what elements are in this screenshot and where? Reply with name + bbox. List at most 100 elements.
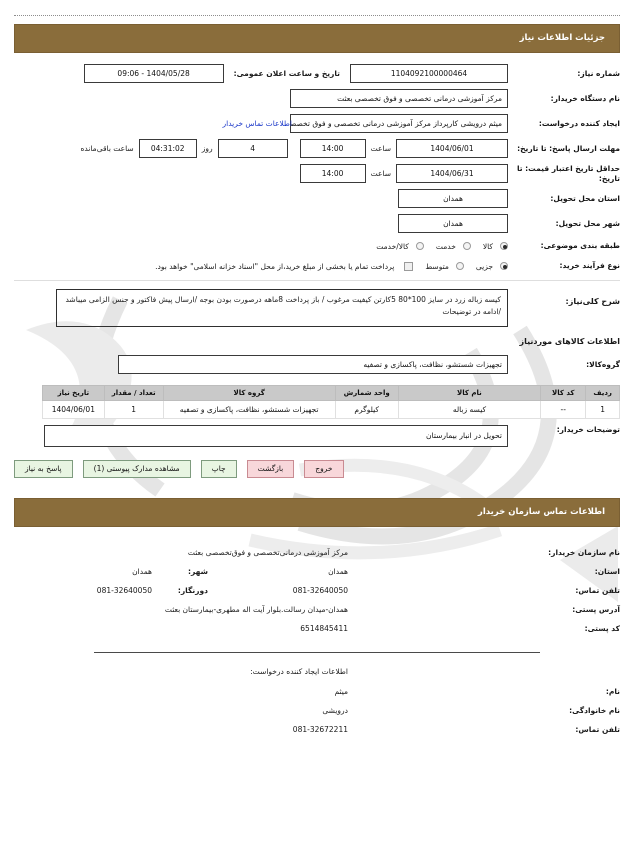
contact-fax-value: 081-32640050 [96, 585, 152, 595]
remaining-days: 4 [217, 139, 288, 158]
cell-unit: کیلوگرم [334, 400, 399, 419]
row-category: طبقه بندی موضوعی: کالا خدمت کالا/خدمت [14, 236, 620, 256]
row-contact-address: آدرس پستی: همدان-میدان رسالت.بلوار آیت ا… [14, 600, 620, 619]
col-date: تاریخ نیاز [42, 385, 105, 401]
category-label: طبقه بندی موضوعی: [540, 241, 620, 251]
cell-name: کیسه زباله [397, 400, 542, 419]
requester-phone-label: تلفن تماس: [575, 724, 620, 734]
radio-category-service-label: خدمت [435, 241, 456, 251]
row-delivery-province: استان محل تحویل: همدان [14, 186, 620, 211]
requester-phone-value: 081-32672211 [292, 724, 348, 734]
process-radio-group: جزیی متوسط پرداخت تمام یا بخشی از مبلغ خ… [155, 261, 508, 271]
creator-value: میثم درویشی کارپرداز مرکز آموزشی درمانی … [290, 114, 508, 133]
goods-section-title: اطلاعات کالاهای موردنیاز [519, 337, 620, 346]
view-attachments-button[interactable]: مشاهده مدارک پیوستی (1) [82, 460, 191, 478]
contact-postal-label: کد پستی: [584, 623, 620, 633]
goods-group-value: تجهیزات شستشو، نظافت، پاکسازی و تصفیه [118, 355, 508, 374]
requester-last-name-label: نام خانوادگی: [569, 705, 620, 715]
row-deadline: مهلت ارسال پاسخ: تا تاریخ: 1404/06/01 سا… [14, 136, 620, 161]
row-contact-org: نام سازمان خریدار: مرکز آموزشی درمانی‌تخ… [14, 543, 620, 562]
creator-label: ایجاد کننده درخواست: [538, 118, 620, 128]
radio-category-goods-service[interactable] [415, 242, 424, 250]
row-contact-phone: تلفن تماس: 081-32640050 دورنگار: 081-326… [14, 581, 620, 600]
radio-category-service[interactable] [462, 242, 471, 250]
contact-address-label: آدرس پستی: [572, 604, 620, 614]
checkbox-treasury-docs[interactable] [404, 261, 414, 271]
col-unit: واحد شمارش [334, 385, 399, 401]
remaining-clock: 04:31:02 [138, 139, 197, 158]
col-row: ردیف [585, 385, 620, 401]
col-name: نام کالا [397, 385, 542, 401]
cell-code: -- [540, 400, 587, 419]
col-qty: تعداد / مقدار [103, 385, 164, 401]
validity-date: 1404/06/31 [396, 164, 508, 183]
contact-org-value: مرکز آموزشی درمانی‌تخصصی و فوق‌تخصصی بعث… [187, 547, 348, 557]
contact-divider [94, 651, 540, 653]
purchase-process-label: نوع فرآیند خرید: [559, 261, 620, 271]
row-contact-postal: کد پستی: 6514845411 [14, 619, 620, 638]
remaining-days-label: روز [201, 144, 213, 153]
contact-phone-label: تلفن تماس: [575, 585, 620, 595]
validity-hour-label: ساعت [370, 169, 391, 178]
contact-province-value: همدان [328, 566, 348, 576]
row-requester-phone: تلفن تماس: 081-32672211 [14, 720, 620, 739]
contact-city-label: شهر: [188, 566, 208, 576]
radio-process-medium[interactable] [455, 262, 464, 270]
divider-above-description [14, 280, 620, 281]
radio-category-goods-label: کالا [482, 241, 493, 251]
row-requester-first-name: نام: میثم [14, 682, 620, 701]
row-goods-group: گروه‌کالا: تجهیزات شستشو، نظافت، پاکسازی… [14, 352, 620, 377]
buyer-org-label: نام دستگاه خریدار: [550, 93, 620, 103]
need-number-value: 1104092100000464 [350, 64, 508, 83]
row-description: شرح کلی‌نیاز: کیسه زباله زرد در سایز 100… [14, 281, 620, 331]
deadline-time: 14:00 [299, 139, 366, 158]
row-creator: ایجاد کننده درخواست: میثم درویشی کارپردا… [14, 111, 620, 136]
contact-province-label: استان: [594, 566, 620, 576]
remaining-clock-label: ساعت باقی‌مانده [80, 144, 134, 153]
description-text: کیسه زباله زرد در سایز 100*80 5کارتن کیف… [56, 289, 508, 327]
contact-section-title: اطلاعات تماس سازمان خریدار [477, 506, 605, 517]
validity-time: 14:00 [299, 164, 366, 183]
buyer-contact-panel: نام سازمان خریدار: مرکز آموزشی درمانی‌تخ… [14, 527, 620, 739]
exit-button[interactable]: خروج [304, 460, 344, 478]
buyer-org-value: مرکز آموزشی درمانی تخصصی و فوق تخصصی بعث… [290, 89, 508, 108]
radio-process-minor-label: جزیی [475, 261, 493, 271]
col-code: کد کالا [540, 385, 587, 401]
radio-category-goods[interactable] [500, 242, 508, 250]
col-group: گروه کالا [162, 385, 336, 401]
delivery-province-label: استان محل تحویل: [550, 193, 620, 203]
description-label: شرح کلی‌نیاز: [565, 297, 620, 306]
action-button-row: پاسخ به نیاز مشاهده مدارک پیوستی (1) چاپ… [14, 450, 620, 486]
section-header-need-details: جزئیات اطلاعات نیاز [14, 24, 620, 53]
row-price-validity: حداقل تاریخ اعتبار قیمت: تا تاریخ: 1404/… [14, 161, 620, 186]
buyer-contact-link[interactable]: اطلاعات تماس خریدار [222, 119, 293, 128]
cell-group: تجهیزات شستشو، نظافت، پاکسازی و تصفیه [162, 400, 336, 419]
row-delivery-city: شهر محل تحویل: همدان [14, 211, 620, 236]
deadline-label: مهلت ارسال پاسخ: تا تاریخ: [517, 143, 620, 153]
cell-date: 1404/06/01 [42, 400, 105, 419]
page-title: جزئیات اطلاعات نیاز [519, 33, 605, 43]
respond-to-need-button[interactable]: پاسخ به نیاز [14, 460, 73, 478]
contact-address-value: همدان-میدان رسالت.بلوار آیت اله مطهری-بی… [164, 604, 348, 614]
cell-row: 1 [585, 400, 620, 419]
cell-qty: 1 [103, 400, 164, 419]
row-buyer-org: نام دستگاه خریدار: مرکز آموزشی درمانی تخ… [14, 86, 620, 111]
contact-org-label: نام سازمان خریدار: [548, 547, 620, 557]
delivery-city-label: شهر محل تحویل: [555, 218, 620, 228]
contact-phone-value: 081-32640050 [292, 585, 348, 595]
contact-city-value: همدان [132, 566, 152, 576]
radio-process-minor[interactable] [500, 262, 508, 270]
row-requester-last-name: نام خانوادگی: درویشی [14, 701, 620, 720]
requester-first-name-label: نام: [605, 686, 620, 696]
need-number-label: شماره نیاز: [577, 68, 620, 78]
delivery-city-value: همدان [398, 214, 508, 233]
back-button[interactable]: بازگشت [246, 460, 295, 478]
category-radio-group: کالا خدمت کالا/خدمت [368, 242, 508, 251]
top-divider [14, 15, 620, 16]
delivery-province-value: همدان [398, 189, 508, 208]
requester-section-title: اطلاعات ایجاد کننده درخواست: [250, 666, 348, 676]
row-purchase-process: نوع فرآیند خرید: جزیی متوسط پرداخت تمام … [14, 256, 620, 276]
treasury-docs-label: پرداخت تمام یا بخشی از مبلغ خرید،از محل … [155, 261, 395, 271]
print-button[interactable]: چاپ [200, 460, 237, 478]
